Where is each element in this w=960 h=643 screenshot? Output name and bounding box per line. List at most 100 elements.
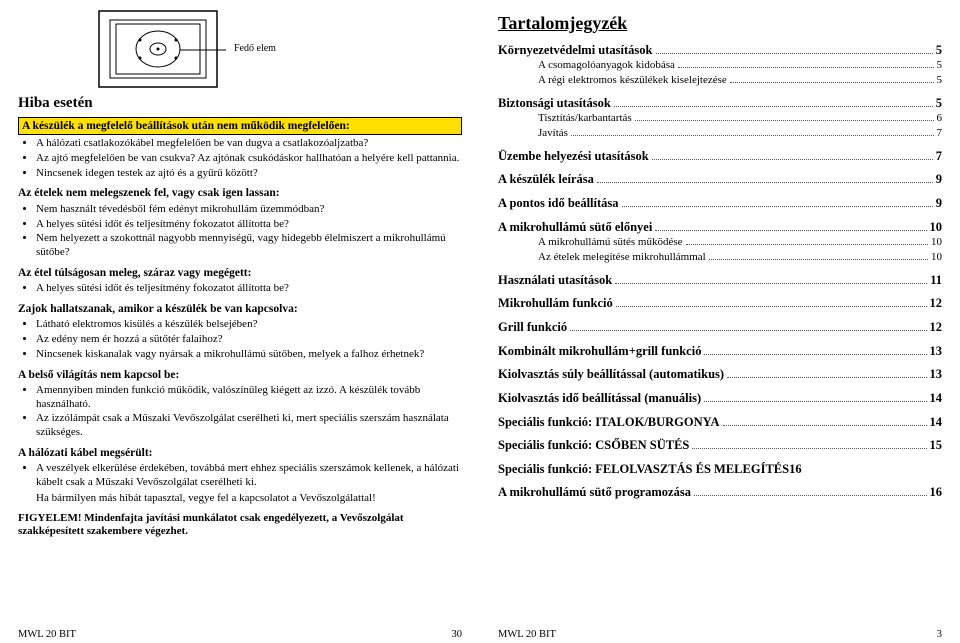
toc-leader <box>704 401 926 402</box>
list-item: Amennyiben minden funkció működik, valós… <box>36 384 462 412</box>
toc-gap <box>498 189 942 195</box>
section-list: A helyes sütési időt és teljesítmény fok… <box>18 282 462 296</box>
section-list: Látható elektromos kisülés a készülék be… <box>18 318 462 361</box>
toc-label: A pontos idő beállítása <box>498 196 619 212</box>
toc-page: 13 <box>930 367 943 383</box>
toc-gap <box>498 384 942 390</box>
toc-page: 5 <box>937 59 943 73</box>
toc-page: 14 <box>930 415 943 431</box>
toc-page: 7 <box>937 127 943 141</box>
list-item: A hálózati csatlakozókábel megfelelően b… <box>36 137 462 151</box>
section-title: A készülék a megfelelő beállítások után … <box>18 117 462 135</box>
toc-leader <box>686 244 928 245</box>
section-list: A veszélyek elkerülése érdekében, tovább… <box>18 462 462 490</box>
list-item: Nem helyezett a szokottnál nagyobb menny… <box>36 232 462 260</box>
toc-leader <box>730 82 934 83</box>
left-footer-model: MWL 20 BIT <box>18 628 76 641</box>
toc-entry: Kiolvasztás idő beállítással (manuális)1… <box>498 391 942 407</box>
toc-entry: A pontos idő beállítása 9 <box>498 196 942 212</box>
left-page: Fedő elem Hiba esetén A készülék a megfe… <box>0 0 480 643</box>
toc-leader <box>727 377 926 378</box>
list-item: A veszélyek elkerülése érdekében, tovább… <box>36 462 462 490</box>
toc-leader <box>694 495 927 496</box>
toc-leader <box>678 67 934 68</box>
toc-label: A mikrohullámú sütő programozása <box>498 485 691 501</box>
toc-label: A csomagolóanyagok kidobása <box>538 59 675 73</box>
toc-page: 11 <box>930 273 942 289</box>
toc-entry: Környezetvédelmi utasítások5 <box>498 43 942 59</box>
toc-title: Tartalomjegyzék <box>498 12 942 35</box>
toc-label: A régi elektromos készülékek kiselejtezé… <box>538 74 727 88</box>
toc-gap <box>498 142 942 148</box>
toc-subentry: Tisztítás/karbantartás6 <box>498 112 942 126</box>
toc-label: Javítás <box>538 127 568 141</box>
toc-page: 14 <box>930 391 943 407</box>
toc-page: 16 <box>930 485 943 501</box>
toc-gap <box>498 313 942 319</box>
toc-label: Tisztítás/karbantartás <box>538 112 632 126</box>
list-item: Nincsenek kiskanalak vagy nyársak a mikr… <box>36 348 462 362</box>
toc-subentry: A régi elektromos készülékek kiselejtezé… <box>498 74 942 88</box>
toc-page: 15 <box>930 438 943 454</box>
toc-label: Kombinált mikrohullám+grill funkció <box>498 344 701 360</box>
toc-page: 12 <box>930 296 943 312</box>
toc-leader <box>652 159 933 160</box>
troubleshooting-sections: A készülék a megfelelő beállítások után … <box>18 117 462 506</box>
toc-entry: Üzembe helyezési utasítások7 <box>498 149 942 165</box>
list-item: A helyes sütési időt és teljesítmény fok… <box>36 282 462 296</box>
toc-gap <box>498 478 942 484</box>
toc-leader <box>615 283 927 284</box>
toc-entry: Kombinált mikrohullám+grill funkció 13 <box>498 344 942 360</box>
left-footer-page: 30 <box>452 628 463 641</box>
section-title: A hálózati kábel megsérült: <box>18 446 462 460</box>
toc-subentry: Az ételek melegítése mikrohullámmal10 <box>498 251 942 265</box>
toc-page: 10 <box>931 251 942 265</box>
section-list: A hálózati csatlakozókábel megfelelően b… <box>18 137 462 180</box>
toc-label: Mikrohullám funkció <box>498 296 613 312</box>
toc-entry: A mikrohullámú sütő előnyei10 <box>498 220 942 236</box>
toc-page: 5 <box>936 96 942 112</box>
toc-gap <box>498 165 942 171</box>
left-footer: MWL 20 BIT 30 <box>18 628 462 641</box>
toc-leader <box>571 135 934 136</box>
toc-entry: Grill funkció12 <box>498 320 942 336</box>
toc-leader <box>570 330 926 331</box>
toc-entry: Használati utasítások11 <box>498 273 942 289</box>
toc-subentry: A csomagolóanyagok kidobása 5 <box>498 59 942 73</box>
section-title: A belső világítás nem kapcsol be: <box>18 368 462 382</box>
toc-gap <box>498 213 942 219</box>
toc-gap <box>498 408 942 414</box>
toc-page: 9 <box>936 196 942 212</box>
toc-leader <box>655 230 926 231</box>
toc-entry: Biztonsági utasítások 5 <box>498 96 942 112</box>
section-tail: Ha bármilyen más hibát tapasztal, vegye … <box>36 492 462 506</box>
toc-label: A készülék leírása <box>498 172 594 188</box>
section-title: Az étel túlságosan meleg, száraz vagy me… <box>18 266 462 280</box>
toc-page: 10 <box>931 236 942 250</box>
right-footer-page: 3 <box>937 628 942 641</box>
toc-entry: A készülék leírása9 <box>498 172 942 188</box>
toc-page: 10 <box>930 220 943 236</box>
toc-entry: Speciális funkció: FELOLVASZTÁS ÉS MELEG… <box>498 462 942 478</box>
toc-label: Biztonsági utasítások <box>498 96 611 112</box>
right-footer: MWL 20 BIT 3 <box>498 628 942 641</box>
right-footer-model: MWL 20 BIT <box>498 628 556 641</box>
toc-page: 12 <box>930 320 943 336</box>
toc-gap <box>498 360 942 366</box>
section-list: Nem használt tévedésből fém edényt mikro… <box>18 203 462 260</box>
toc-page: 13 <box>930 344 943 360</box>
diagram-label: Fedő elem <box>234 43 276 56</box>
right-page: Tartalomjegyzék Környezetvédelmi utasítá… <box>480 0 960 643</box>
toc-gap <box>498 89 942 95</box>
toc-label: Speciális funkció: ITALOK/BURGONYA <box>498 415 720 431</box>
toc-page: 16 <box>789 462 802 478</box>
section-title: Zajok hallatszanak, amikor a készülék be… <box>18 302 462 316</box>
toc-label: A mikrohullámú sütés működése <box>538 236 683 250</box>
list-item: Az izzólámpát csak a Műszaki Vevőszolgál… <box>36 412 462 440</box>
toc-entry: Kiolvasztás súly beállítással (automatik… <box>498 367 942 383</box>
page-spread: Fedő elem Hiba esetén A készülék a megfe… <box>0 0 960 643</box>
toc-leader <box>704 354 926 355</box>
list-item: Nem használt tévedésből fém edényt mikro… <box>36 203 462 217</box>
toc-page: 5 <box>936 43 942 59</box>
list-item: Az ajtó megfelelően be van csukva? Az aj… <box>36 152 462 166</box>
